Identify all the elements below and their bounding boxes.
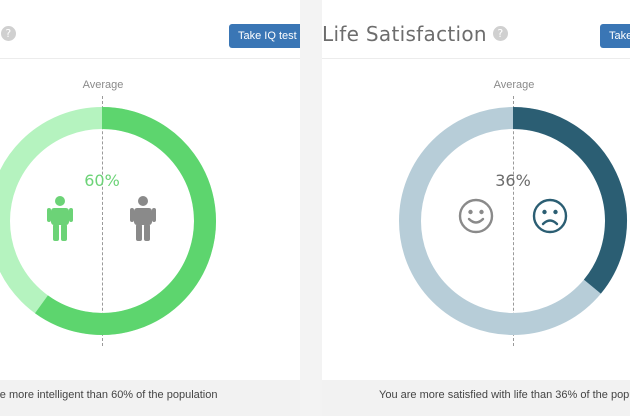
life-satisfaction-card: Life Satisfaction? Take Average 36% You … [322, 0, 630, 416]
life-donut-value-arc [512, 107, 627, 294]
iq-card: e? Take IQ test Average 60% are [0, 0, 300, 416]
iq-card-header: e? Take IQ test [0, 0, 300, 59]
life-result-footer: You are more satisfied with life than 36… [322, 380, 630, 416]
sad-face-icon [532, 198, 568, 234]
take-life-test-button[interactable]: Take [600, 24, 630, 48]
panel-gap [300, 0, 322, 416]
life-donut-chart [399, 107, 627, 335]
average-line [513, 96, 514, 346]
life-card-header: Life Satisfaction? Take [322, 0, 630, 59]
person-icon [47, 196, 73, 241]
smiley-face-icon [458, 198, 494, 234]
average-label: Average [82, 79, 124, 91]
life-card-title: Life Satisfaction? [322, 22, 508, 46]
help-icon[interactable]: ? [492, 26, 508, 41]
life-percent-label: 36% [495, 171, 531, 190]
life-result-text: You are more satisfied with life than 36… [379, 389, 630, 401]
average-line [102, 96, 103, 346]
iq-card-title: e? [0, 22, 16, 46]
iq-result-text: are more intelligent than 60% of the pop… [0, 389, 218, 401]
iq-donut-value-arc [35, 107, 216, 335]
average-label: Average [493, 79, 535, 91]
life-title-text: Life Satisfaction [322, 22, 487, 46]
iq-percent-label: 60% [84, 171, 120, 190]
person-icon [130, 196, 156, 241]
iq-result-footer: are more intelligent than 60% of the pop… [0, 380, 300, 416]
iq-donut-chart [0, 107, 216, 335]
take-iq-test-button[interactable]: Take IQ test [229, 24, 300, 48]
help-icon[interactable]: ? [1, 26, 16, 41]
